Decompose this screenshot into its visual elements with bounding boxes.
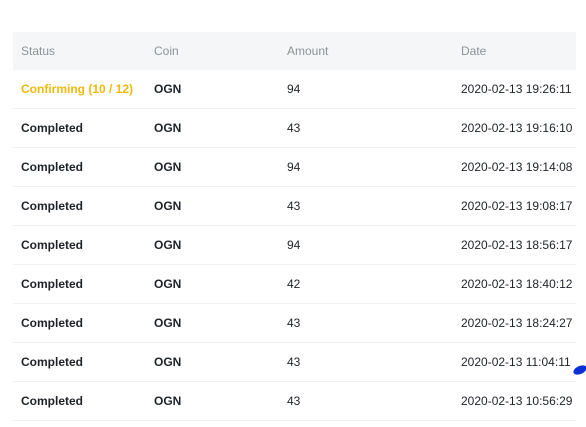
table-row[interactable]: Completed OGN 43 2020-02-13 10:56:29 (13, 382, 576, 421)
amount-cell: 43 (287, 199, 301, 213)
status-cell: Completed (21, 277, 84, 291)
date-cell: 2020-02-13 11:04:11 (461, 355, 571, 369)
amount-cell: 43 (287, 355, 301, 369)
amount-cell: 43 (287, 394, 301, 408)
status-cell: Completed (21, 394, 84, 408)
status-cell: Confirming (10 / 12) (21, 82, 134, 96)
coin-cell: OGN (154, 160, 182, 174)
date-cell: 2020-02-13 19:16:10 (461, 121, 573, 135)
date-cell: 2020-02-13 18:24:27 (461, 316, 573, 330)
status-cell: Completed (21, 316, 84, 330)
amount-cell: 94 (287, 238, 301, 252)
date-cell: 2020-02-13 10:56:29 (461, 394, 573, 408)
coin-cell: OGN (154, 199, 182, 213)
table-row[interactable]: Completed OGN 43 2020-02-13 11:04:11 (13, 343, 576, 382)
coin-cell: OGN (154, 121, 182, 135)
amount-cell: 43 (287, 121, 301, 135)
table-row[interactable]: Completed OGN 43 2020-02-13 19:16:10 (13, 109, 576, 148)
date-cell: 2020-02-13 18:40:12 (461, 277, 573, 291)
coin-cell: OGN (154, 355, 182, 369)
amount-cell: 94 (287, 82, 301, 96)
column-header-date[interactable]: Date (461, 44, 487, 58)
table-header: Status Coin Amount Date (13, 32, 576, 70)
coin-cell: OGN (154, 277, 182, 291)
table-row[interactable]: Confirming (10 / 12) OGN 94 2020-02-13 1… (13, 70, 576, 109)
date-cell: 2020-02-13 19:26:11 (461, 82, 572, 96)
column-header-status[interactable]: Status (21, 44, 56, 58)
table-row[interactable]: Completed OGN 43 2020-02-13 18:24:27 (13, 304, 576, 343)
coin-cell: OGN (154, 82, 182, 96)
coin-cell: OGN (154, 238, 182, 252)
status-cell: Completed (21, 199, 84, 213)
column-header-amount[interactable]: Amount (287, 44, 329, 58)
coin-cell: OGN (154, 394, 182, 408)
table-row[interactable]: Completed OGN 42 2020-02-13 18:40:12 (13, 265, 576, 304)
date-cell: 2020-02-13 19:08:17 (461, 199, 573, 213)
status-cell: Completed (21, 160, 84, 174)
date-cell: 2020-02-13 18:56:17 (461, 238, 573, 252)
status-cell: Completed (21, 238, 84, 252)
amount-cell: 43 (287, 316, 301, 330)
deposit-history-table: Status Coin Amount Date Confirming (10 /… (13, 32, 576, 421)
status-cell: Completed (21, 121, 84, 135)
amount-cell: 42 (287, 277, 301, 291)
coin-cell: OGN (154, 316, 182, 330)
status-cell: Completed (21, 355, 84, 369)
column-header-coin[interactable]: Coin (154, 44, 179, 58)
table-row[interactable]: Completed OGN 94 2020-02-13 18:56:17 (13, 226, 576, 265)
date-cell: 2020-02-13 19:14:08 (461, 160, 573, 174)
table-row[interactable]: Completed OGN 43 2020-02-13 19:08:17 (13, 187, 576, 226)
amount-cell: 94 (287, 160, 301, 174)
table-row[interactable]: Completed OGN 94 2020-02-13 19:14:08 (13, 148, 576, 187)
